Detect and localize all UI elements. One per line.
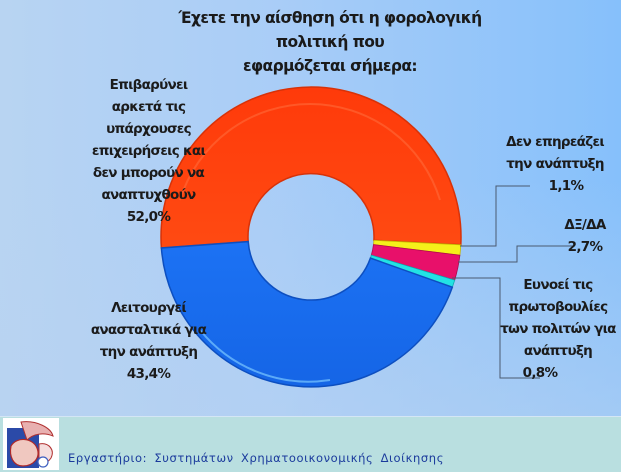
leader-line-dk-na: [458, 245, 574, 263]
label-dk-na: ΔΞ/ΔΑ 2,7%: [555, 214, 615, 258]
label-text: των πολιτών για: [500, 321, 616, 337]
label-value: 0,8%: [522, 365, 558, 381]
label-value: 43,4%: [126, 366, 171, 382]
label-value: 2,7%: [567, 239, 603, 255]
label-text: Ευνοεί τις: [523, 277, 593, 293]
title-line-1: Έχετε την αίσθηση ότι η φορολογική πολιτ…: [178, 9, 482, 51]
label-text: αρκετά τις: [111, 99, 186, 115]
label-text: Δεν επηρεάζει: [506, 134, 604, 150]
label-value: 1,1%: [548, 178, 584, 194]
label-inhibits: Λειτουργεί ανασταλτικά για την ανάπτυξη …: [66, 297, 231, 385]
logo-icon: [7, 421, 54, 468]
label-text: την ανάπτυξη: [99, 344, 198, 360]
label-text: Επιβαρύνει: [109, 77, 189, 93]
label-text: υπάρχουσες: [106, 121, 192, 137]
donut-chart: [160, 86, 574, 388]
bevel-highlight: [199, 329, 331, 383]
label-text: Λειτουργεί: [111, 300, 187, 316]
label-text: ανάπτυξη: [523, 343, 593, 359]
title-line-2: εφαρμόζεται σήμερα:: [243, 57, 418, 75]
chart-title: Έχετε την αίσθηση ότι η φορολογική πολιτ…: [150, 6, 510, 78]
label-value: 52,0%: [126, 209, 171, 225]
footer-band: [0, 416, 621, 472]
label-text: επιχειρήσεις και: [91, 143, 206, 159]
chart-slide: [0, 0, 621, 416]
segment-inhibits: [160, 240, 454, 388]
footer-lab-name: Εργαστήριο: Συστημάτων Χρηματοοικονομική…: [68, 451, 445, 465]
label-text: αναπτυχθούν: [101, 187, 196, 203]
label-burdens: Επιβαρύνει αρκετά τις υπάρχουσες επιχειρ…: [66, 74, 231, 228]
label-text: πρωτοβουλίες: [508, 299, 609, 315]
label-text: ανασταλτικά για: [90, 322, 207, 338]
label-text: την ανάπτυξη: [506, 156, 604, 172]
label-no-effect: Δεν επηρεάζει την ανάπτυξη 1,1%: [490, 131, 620, 197]
leader-line-favors: [452, 277, 540, 379]
bevel-highlight: [179, 102, 441, 201]
leader-line-no-effect: [460, 185, 530, 247]
label-text: ΔΞ/ΔΑ: [564, 217, 606, 233]
university-logo: [3, 418, 59, 470]
label-text: δεν μπορούν να: [92, 165, 205, 181]
label-favors: Ευνοεί τις πρωτοβουλίες των πολιτών για …: [495, 274, 621, 384]
